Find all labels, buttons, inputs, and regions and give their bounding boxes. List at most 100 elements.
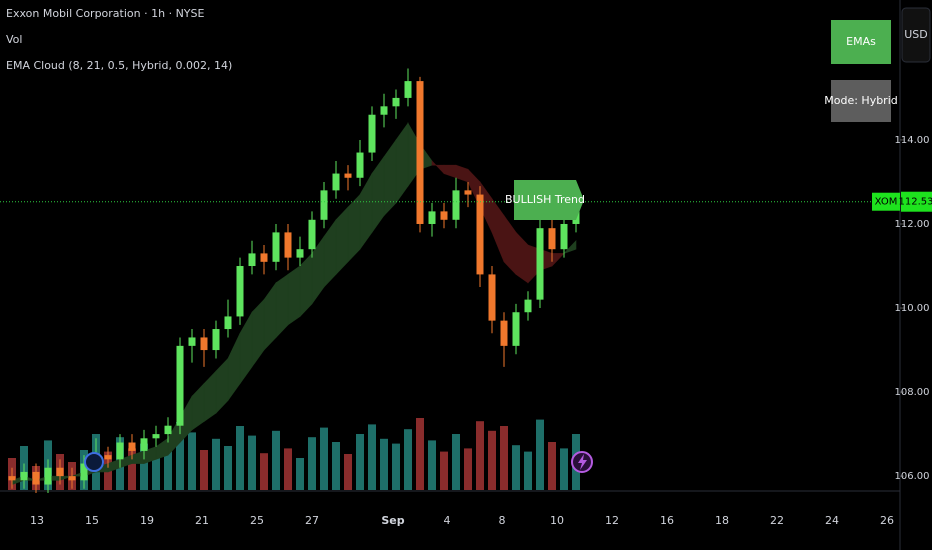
candle-body xyxy=(524,299,532,313)
volume-bar xyxy=(224,446,232,490)
volume-bar xyxy=(212,438,220,490)
volume-bar xyxy=(500,426,508,490)
candle-body xyxy=(500,320,508,346)
candle-body xyxy=(248,253,256,267)
candle-body xyxy=(416,81,424,224)
volume-bar xyxy=(488,430,496,490)
volume-bar xyxy=(188,432,196,490)
volume-bar xyxy=(152,454,160,490)
x-tick-label: 10 xyxy=(550,514,564,527)
price-label: 112.53 xyxy=(899,197,932,208)
event-bolt xyxy=(578,454,587,470)
candle-body xyxy=(344,173,352,178)
ema-cloud xyxy=(287,265,301,326)
candle-body xyxy=(212,329,220,351)
ticker-badge xyxy=(872,192,900,211)
volume-bar xyxy=(260,453,268,490)
x-tick-label: 19 xyxy=(140,514,154,527)
candle-body xyxy=(164,425,172,435)
volume-bar xyxy=(428,440,436,490)
candle-body xyxy=(356,152,364,178)
candle-body xyxy=(8,476,16,481)
candle-body xyxy=(20,471,28,481)
x-tick-label: 15 xyxy=(85,514,99,527)
volume-bar xyxy=(176,422,184,490)
candle-body xyxy=(380,106,388,115)
volume-bar xyxy=(320,427,328,490)
volume-bar xyxy=(452,434,460,490)
candle-body xyxy=(548,228,556,250)
volume-bar xyxy=(332,442,340,490)
volume-bar xyxy=(308,437,316,490)
volume-bar xyxy=(464,448,472,490)
candle-body xyxy=(68,476,76,481)
candle-body xyxy=(464,190,472,195)
ema-cloud xyxy=(563,240,577,254)
candle-body xyxy=(128,442,136,451)
x-tick-label: 21 xyxy=(195,514,209,527)
candle-body xyxy=(560,223,568,250)
volume-bar xyxy=(512,445,520,490)
volume-bar xyxy=(560,448,568,490)
volume-bar xyxy=(344,454,352,490)
candle-body xyxy=(224,316,232,330)
candle-body xyxy=(272,232,280,262)
volume-bar xyxy=(356,434,364,490)
x-tick-label: 8 xyxy=(499,514,506,527)
panel-mode: Mode: Hybrid xyxy=(824,94,898,107)
x-tick-label: 18 xyxy=(715,514,729,527)
candle-body xyxy=(44,467,52,485)
panel-mode-box xyxy=(831,80,891,122)
x-tick-label: 4 xyxy=(444,514,451,527)
x-tick-label: 22 xyxy=(770,514,784,527)
candle-body xyxy=(536,228,544,300)
candle-body xyxy=(296,249,304,258)
volume-bar xyxy=(404,429,412,490)
volume-bar xyxy=(164,442,172,490)
indicator-legend: EMA Cloud (8, 21, 0.5, Hybrid, 0.002, 14… xyxy=(6,59,232,72)
x-tick-label: 13 xyxy=(30,514,44,527)
volume-bar xyxy=(368,424,376,490)
candle-body xyxy=(260,253,268,262)
y-tick-label: 114.00 xyxy=(895,135,930,146)
y-tick-label: 112.00 xyxy=(895,219,930,230)
x-tick-label: 25 xyxy=(250,514,264,527)
candle-body xyxy=(32,471,40,485)
volume-bar xyxy=(548,442,556,490)
candle-body xyxy=(440,211,448,220)
dividend-icon[interactable] xyxy=(84,452,104,472)
plot-area xyxy=(0,68,900,493)
volume-bar xyxy=(284,448,292,490)
volume-bar xyxy=(236,426,244,490)
currency[interactable]: USD xyxy=(904,28,928,41)
currency-box[interactable] xyxy=(901,7,931,63)
candle-body xyxy=(428,211,436,224)
price-badge xyxy=(901,191,932,212)
candle-body xyxy=(284,232,292,258)
panel-title: EMAs xyxy=(846,35,876,48)
volume-bar xyxy=(248,435,256,490)
candle-body xyxy=(512,312,520,346)
volume-bar xyxy=(392,443,400,490)
candle-body xyxy=(236,266,244,317)
x-tick-label: 12 xyxy=(605,514,619,527)
candle-body xyxy=(104,455,112,460)
candle-body xyxy=(404,81,412,98)
candle-body xyxy=(332,173,340,191)
candle-body xyxy=(488,274,496,321)
volume-bar xyxy=(140,443,148,490)
x-tick-label: 26 xyxy=(880,514,894,527)
candle-body xyxy=(80,463,88,481)
volume-bar xyxy=(380,438,388,490)
y-tick-label: 110.00 xyxy=(895,303,930,314)
panel-title-box xyxy=(831,20,891,64)
volume-bar xyxy=(536,419,544,490)
volume-bar xyxy=(200,450,208,490)
y-tick-label: 108.00 xyxy=(895,387,930,398)
candle-body xyxy=(188,337,196,346)
candle-body xyxy=(56,467,64,477)
x-tick-label: 27 xyxy=(305,514,319,527)
x-tick-label: 24 xyxy=(825,514,839,527)
